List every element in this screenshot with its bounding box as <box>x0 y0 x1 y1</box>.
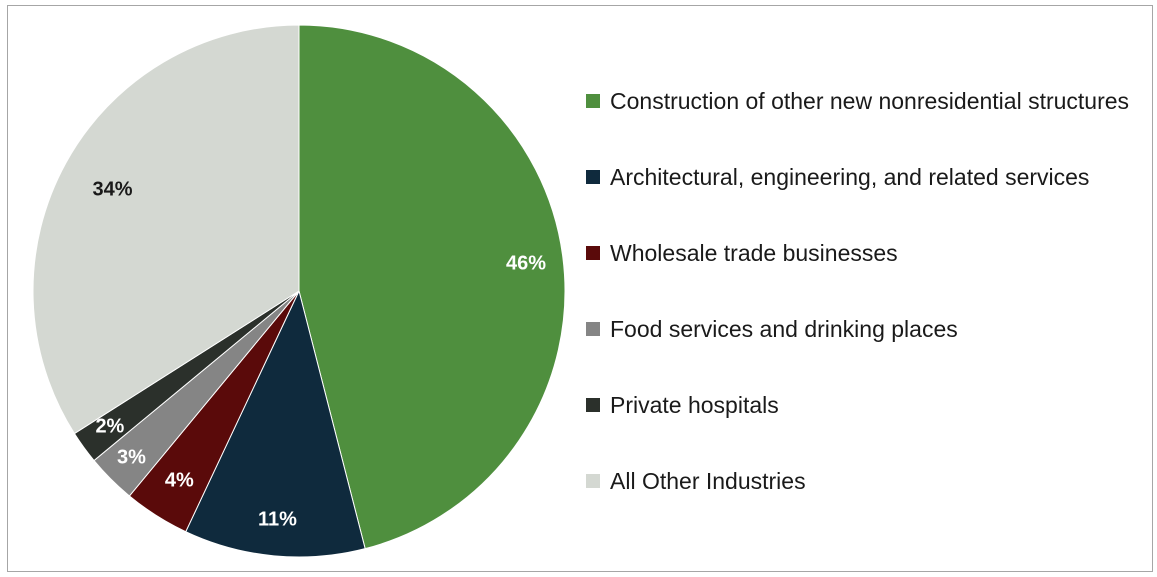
legend-swatch-private-hospitals <box>586 398 600 412</box>
legend-item-food-services: Food services and drinking places <box>586 314 958 344</box>
legend-label-architectural: Architectural, engineering, and related … <box>610 163 1090 190</box>
slice-value-label: 4% <box>165 470 194 492</box>
slice-value-label: 34% <box>92 179 132 201</box>
legend-swatch-food-services <box>586 322 600 336</box>
legend-swatch-all-other <box>586 474 600 488</box>
legend-label-private-hospitals: Private hospitals <box>610 391 779 418</box>
legend-label-construction: Construction of other new nonresidential… <box>610 87 1130 114</box>
legend-item-private-hospitals: Private hospitals <box>586 390 779 420</box>
slice-value-label: 2% <box>95 416 124 438</box>
pie-slice <box>298 24 566 550</box>
legend-swatch-architectural <box>586 170 600 184</box>
legend-item-wholesale: Wholesale trade businesses <box>586 238 898 268</box>
legend-item-construction: Construction of other new nonresidential… <box>586 86 1129 116</box>
legend-swatch-construction <box>586 94 600 108</box>
legend-label-food-services: Food services and drinking places <box>610 315 958 342</box>
slice-value-label: 3% <box>117 447 146 469</box>
slice-value-label: 46% <box>506 252 546 274</box>
legend-item-all-other: All Other Industries <box>586 466 806 496</box>
slice-value-label: 11% <box>258 509 297 531</box>
legend-label-wholesale: Wholesale trade businesses <box>610 239 898 266</box>
legend-swatch-wholesale <box>586 246 600 260</box>
pie-slice <box>185 289 366 558</box>
pie-slice <box>32 24 300 435</box>
legend-item-architectural: Architectural, engineering, and related … <box>586 162 1089 192</box>
legend-label-all-other: All Other Industries <box>610 467 806 494</box>
